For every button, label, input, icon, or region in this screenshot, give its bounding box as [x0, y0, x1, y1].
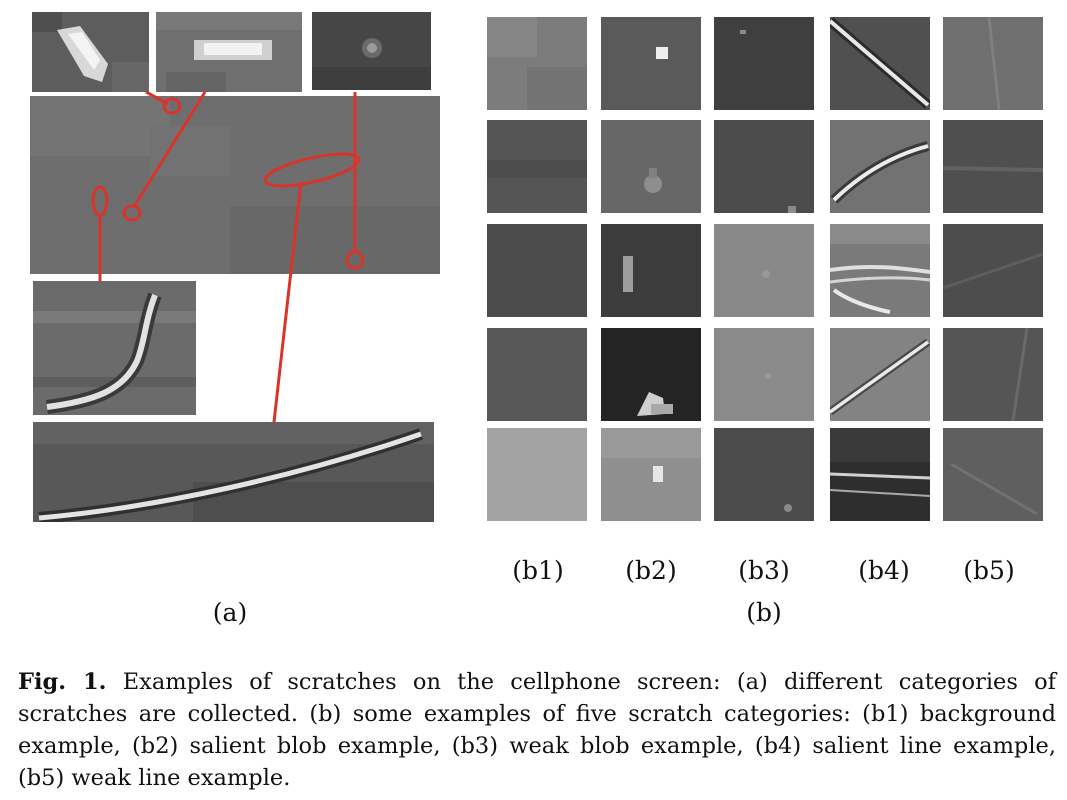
tile-b5-row2 [943, 120, 1043, 213]
caption-prefix: Fig. 1. [18, 669, 107, 695]
tile-b3-row5 [714, 428, 814, 521]
crop-salient-blob-1 [32, 12, 149, 92]
tile-b4-row1 [830, 17, 930, 110]
tile-b1-row3 [487, 224, 587, 317]
tile-b3-row2 [714, 120, 814, 213]
tile-b3-row1 [714, 17, 814, 110]
tile-b5-row4 [943, 328, 1043, 421]
tile-b4-row4 [830, 328, 930, 421]
crop-weak-blob [312, 12, 431, 90]
tile-b3-row4 [714, 328, 814, 421]
tile-b5-row5 [943, 428, 1043, 521]
column-label-b2: (b2) [625, 556, 677, 585]
crop-salient-line-curve [33, 281, 196, 415]
tile-b2-row5 [601, 428, 701, 521]
tile-b2-row4 [601, 328, 701, 421]
tile-b2-row1 [601, 17, 701, 110]
tile-b3-row3 [714, 224, 814, 317]
tile-b1-row5 [487, 428, 587, 521]
panel-a-label: (a) [212, 598, 248, 627]
column-label-b4: (b4) [858, 556, 910, 585]
crop-salient-blob-2 [156, 12, 302, 92]
column-label-b5: (b5) [963, 556, 1015, 585]
tile-b5-row1 [943, 17, 1043, 110]
column-label-b1: (b1) [512, 556, 564, 585]
tile-b1-row4 [487, 328, 587, 421]
tile-b4-row3 [830, 224, 930, 317]
tile-b1-row1 [487, 17, 587, 110]
tile-b5-row3 [943, 224, 1043, 317]
figure-caption: Fig. 1. Examples of scratches on the cel… [18, 666, 1056, 794]
tile-b2-row3 [601, 224, 701, 317]
tile-b2-row2 [601, 120, 701, 213]
tile-b4-row2 [830, 120, 930, 213]
tile-b4-row5 [830, 428, 930, 521]
tile-b1-row2 [487, 120, 587, 213]
screen-image [30, 96, 440, 274]
column-label-b3: (b3) [738, 556, 790, 585]
panel-b-label: (b) [746, 598, 782, 627]
caption-text: Examples of scratches on the cellphone s… [18, 669, 1056, 791]
crop-salient-line-long [33, 422, 434, 522]
